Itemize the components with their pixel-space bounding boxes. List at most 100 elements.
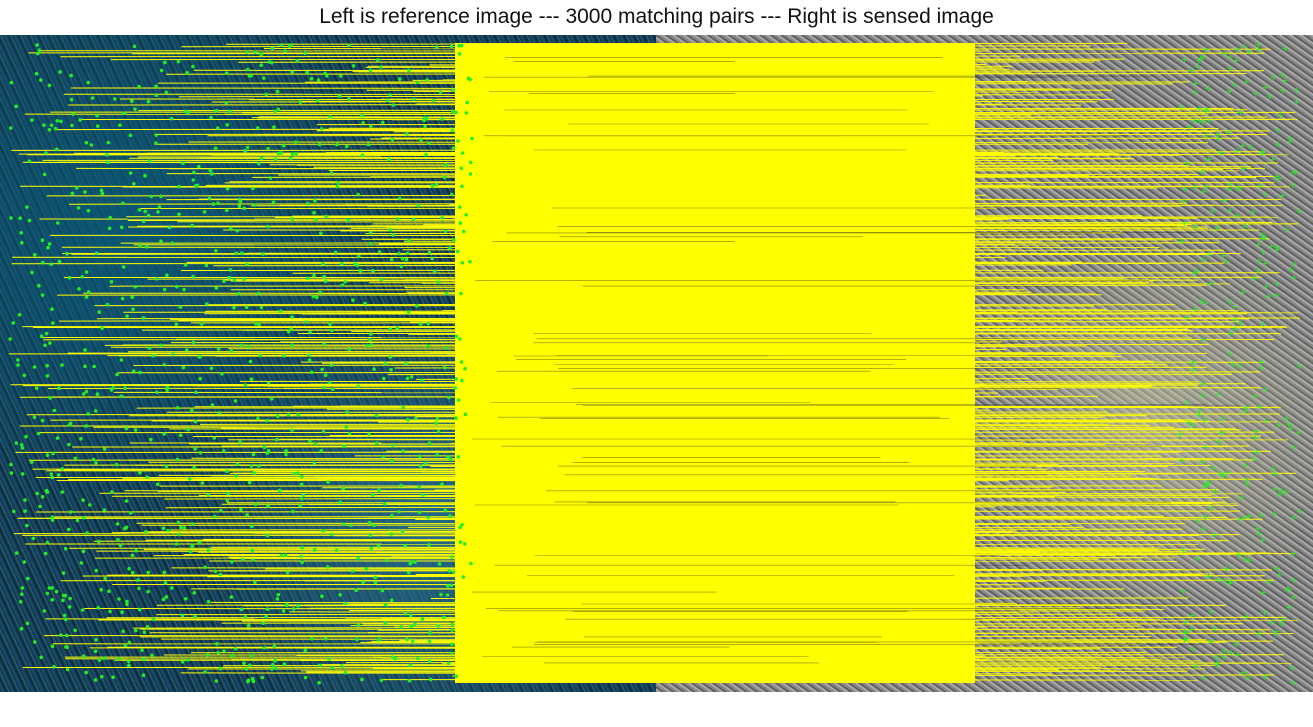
- keypoint: [241, 557, 245, 562]
- keypoint: [149, 437, 153, 442]
- keypoint: [243, 383, 248, 387]
- keypoint: [342, 444, 347, 449]
- keypoint: [330, 666, 335, 670]
- keypoint: [154, 133, 158, 137]
- keypoint: [347, 431, 352, 436]
- keypoint: [383, 621, 388, 626]
- keypoint: [245, 513, 249, 517]
- keypoint: [315, 99, 320, 103]
- keypoint: [249, 377, 254, 382]
- keypoint: [461, 575, 466, 579]
- keypoint: [421, 493, 425, 497]
- keypoint: [130, 570, 135, 575]
- match-line: [169, 318, 974, 321]
- keypoint-marker: [1205, 156, 1212, 163]
- keypoint: [218, 508, 223, 513]
- keypoint: [39, 334, 44, 339]
- keypoint: [407, 679, 412, 683]
- keypoint: [167, 225, 172, 230]
- match-line: [123, 311, 1299, 314]
- keypoint-marker: [1214, 576, 1221, 583]
- keypoint-marker: [1182, 618, 1189, 625]
- keypoint-marker: [1287, 425, 1294, 432]
- keypoint: [460, 184, 464, 189]
- keypoint: [325, 565, 330, 569]
- keypoint: [56, 221, 60, 225]
- keypoint: [450, 622, 455, 627]
- keypoint: [166, 528, 170, 533]
- keypoint-marker: [1290, 550, 1297, 557]
- keypoint: [119, 394, 124, 399]
- keypoint: [30, 118, 34, 122]
- keypoint: [321, 529, 326, 533]
- keypoint-marker: [1214, 662, 1221, 669]
- keypoint-marker: [1210, 465, 1217, 471]
- keypoint: [458, 221, 463, 225]
- keypoint: [59, 633, 63, 637]
- match-line: [97, 317, 1300, 320]
- keypoint-marker: [1200, 336, 1207, 343]
- keypoint-marker: [1189, 646, 1196, 652]
- keypoint: [185, 658, 190, 662]
- keypoint: [218, 666, 223, 671]
- match-line: [122, 186, 1158, 189]
- keypoint-marker: [1232, 316, 1238, 323]
- keypoint: [51, 321, 55, 325]
- match-line: [177, 221, 1273, 223]
- match-line: [163, 497, 962, 500]
- keypoint: [105, 153, 109, 157]
- keypoint-marker: [1204, 106, 1211, 113]
- match-line: [107, 354, 1116, 357]
- keypoint: [174, 542, 179, 546]
- keypoint: [78, 118, 82, 122]
- keypoint: [191, 178, 196, 182]
- keypoint: [107, 589, 111, 593]
- keypoint: [299, 554, 303, 559]
- keypoint: [251, 186, 255, 191]
- keypoint: [156, 210, 160, 214]
- keypoint: [435, 453, 440, 457]
- keypoint: [83, 364, 87, 369]
- match-line: [378, 243, 1015, 245]
- keypoint-marker: [1181, 220, 1188, 227]
- keypoint: [102, 447, 107, 451]
- keypoint: [388, 355, 393, 359]
- keypoint: [457, 44, 461, 48]
- keypoint: [450, 128, 455, 133]
- keypoint-marker: [1241, 223, 1248, 230]
- match-line: [326, 153, 1179, 156]
- keypoint: [413, 622, 417, 627]
- keypoint: [14, 441, 19, 445]
- keypoint: [58, 70, 62, 74]
- keypoint: [234, 474, 239, 478]
- keypoint-marker: [1197, 55, 1204, 62]
- keypoint-marker: [1234, 46, 1240, 53]
- keypoint: [454, 674, 459, 679]
- keypoint: [407, 68, 411, 72]
- keypoint: [427, 543, 431, 547]
- keypoint: [442, 175, 447, 180]
- keypoint: [447, 569, 451, 573]
- keypoint: [364, 567, 369, 571]
- keypoint: [409, 613, 413, 618]
- keypoint: [94, 638, 98, 642]
- keypoint: [111, 675, 115, 679]
- keypoint: [132, 44, 137, 49]
- match-line: [141, 523, 1070, 526]
- match-line: [110, 58, 1125, 61]
- keypoint: [134, 548, 138, 553]
- keypoint: [141, 219, 146, 224]
- keypoint-marker: [1256, 403, 1263, 410]
- keypoint: [120, 610, 124, 614]
- keypoint-marker: [1227, 181, 1234, 188]
- keypoint: [243, 149, 248, 153]
- keypoint: [128, 133, 133, 138]
- keypoint: [324, 279, 328, 283]
- keypoint: [339, 74, 343, 78]
- match-gaps: [472, 57, 1240, 664]
- keypoint: [69, 97, 74, 102]
- keypoint: [381, 454, 386, 459]
- keypoint: [100, 326, 104, 331]
- keypoint: [34, 386, 39, 391]
- keypoint-marker: [1262, 260, 1269, 267]
